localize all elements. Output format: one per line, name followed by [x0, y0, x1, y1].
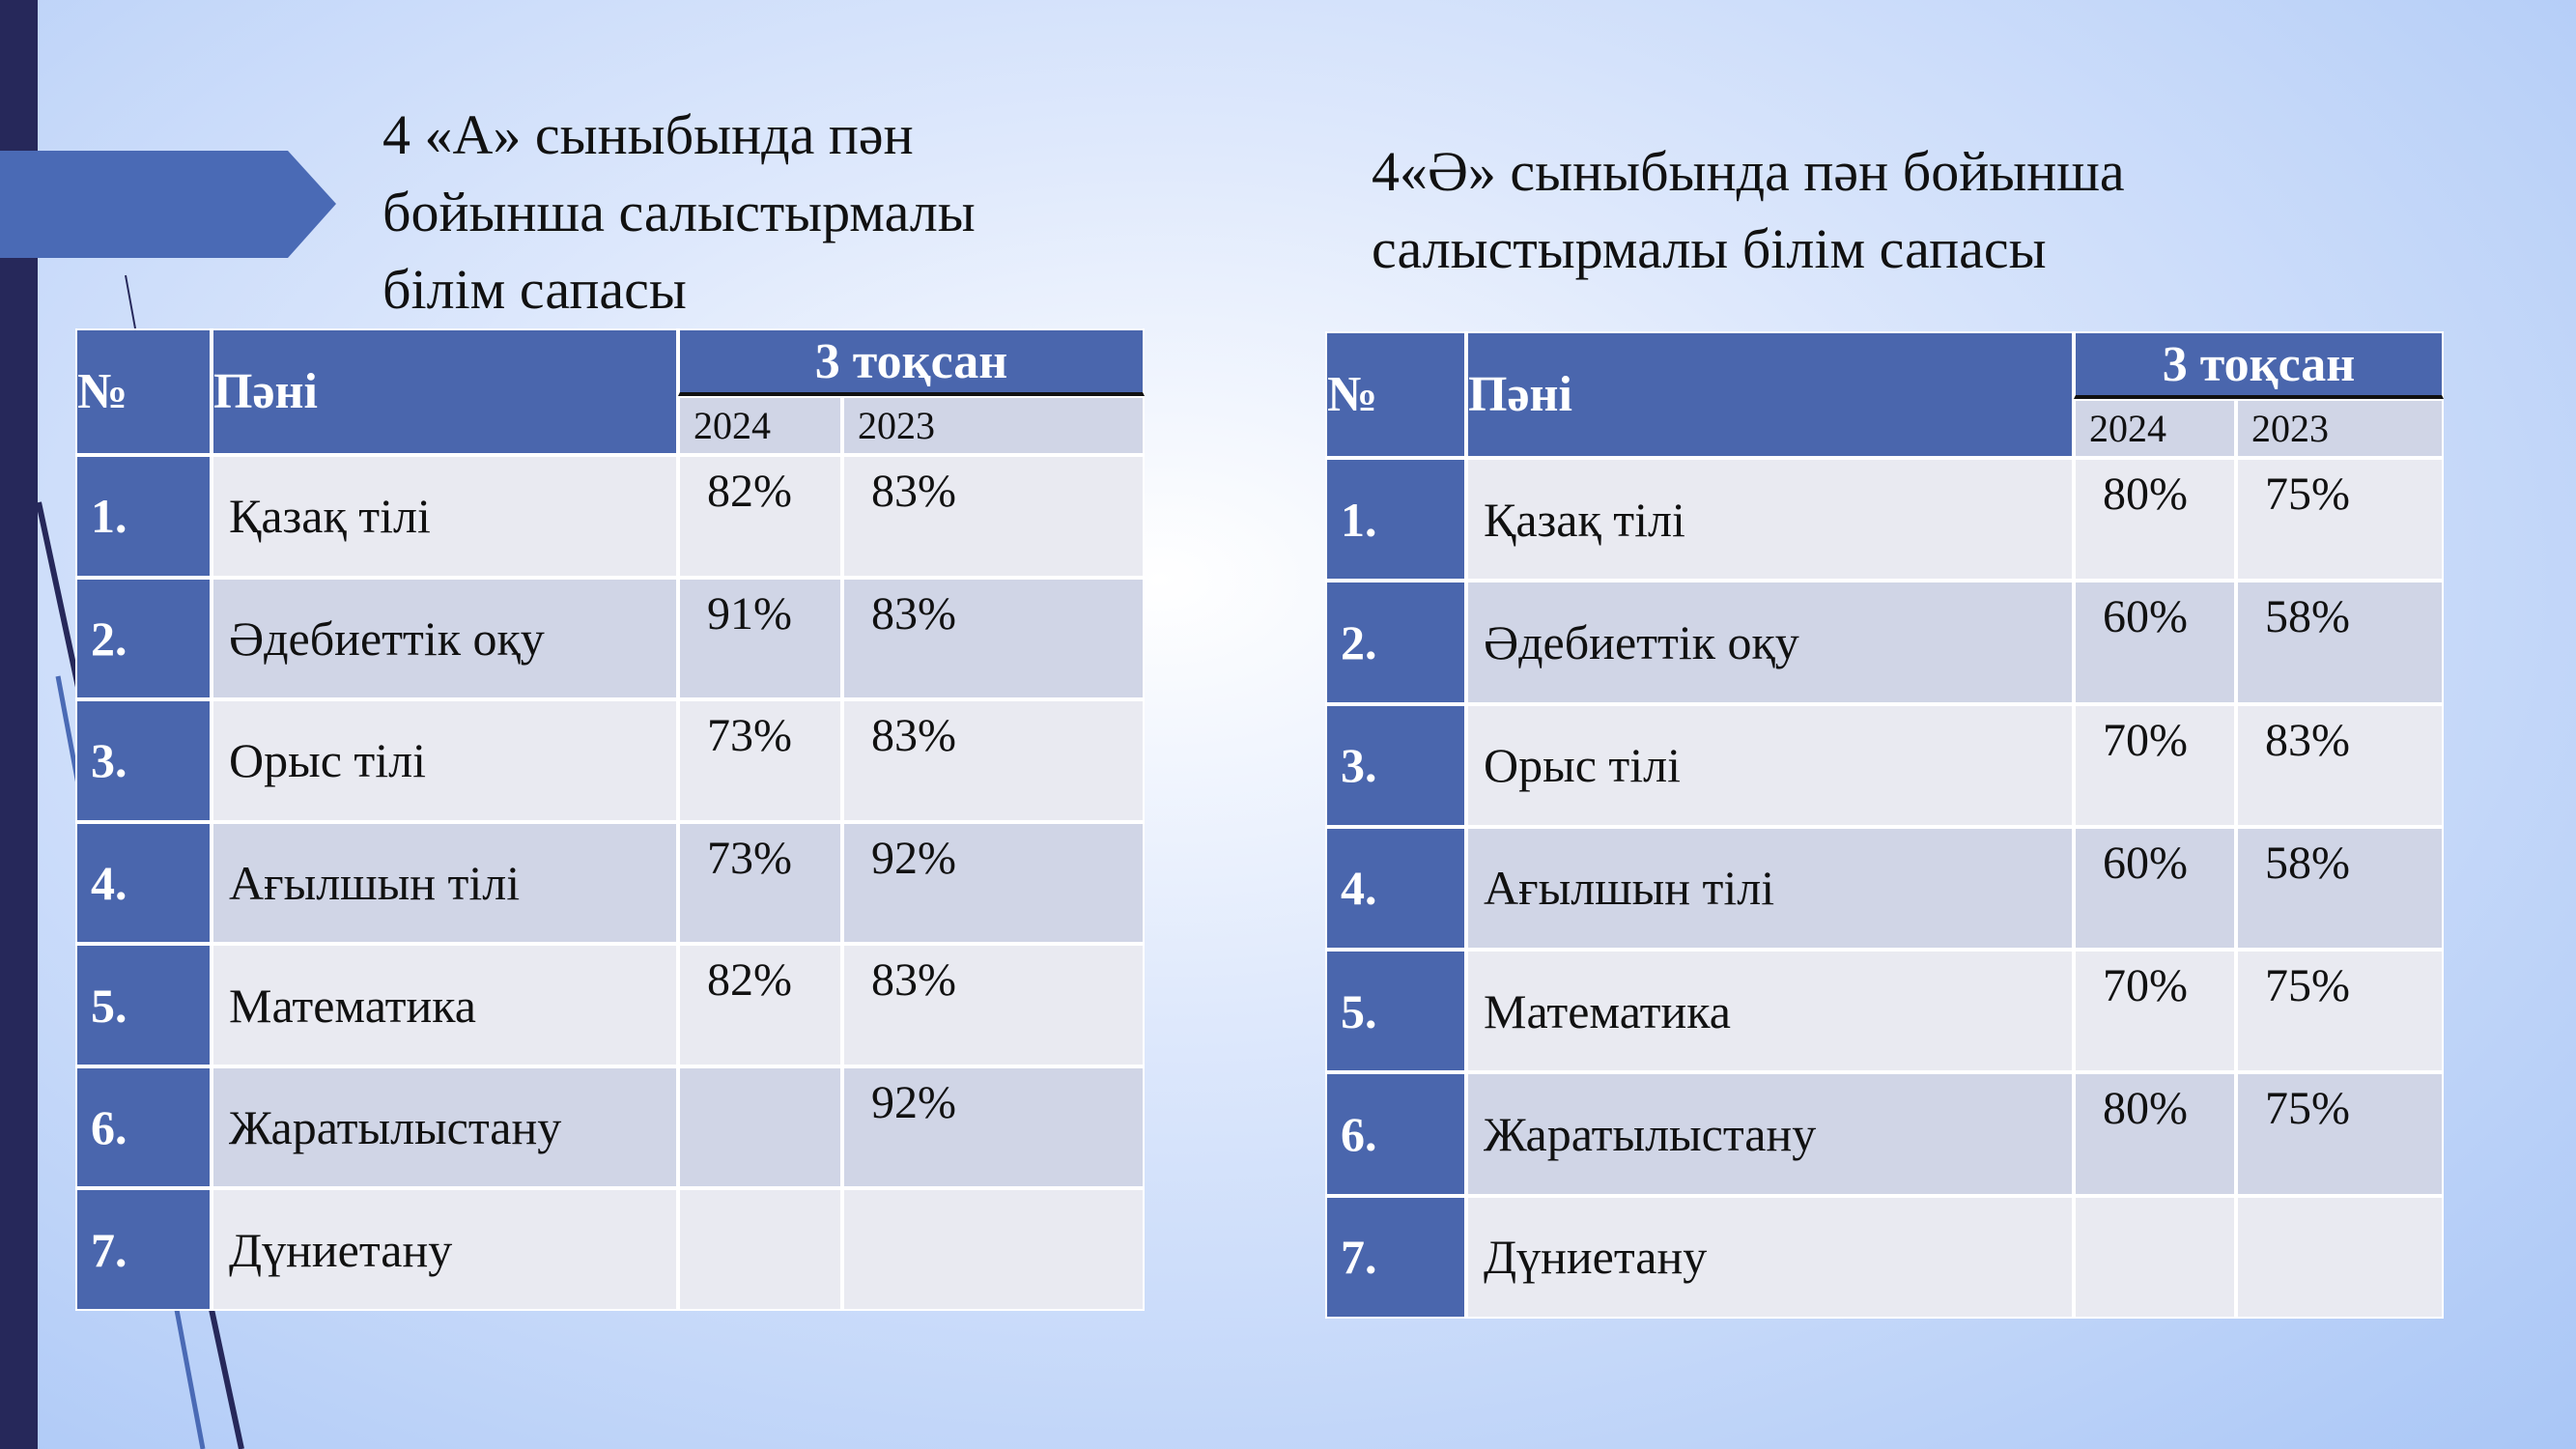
row-number: 1. [1325, 458, 1466, 582]
value-2024: 80% [2074, 458, 2236, 582]
header-subject: Пәні [212, 328, 678, 455]
subject: Орыс тілі [1466, 703, 2074, 827]
row-number: 6. [1325, 1072, 1466, 1196]
value-2024: 91% [678, 577, 842, 700]
value-2023: 58% [2236, 826, 2444, 951]
subject: Ағылшын тілі [1466, 826, 2074, 951]
value-2024 [678, 1065, 842, 1189]
value-2023: 83% [842, 699, 1145, 822]
value-2024 [678, 1188, 842, 1311]
subject: Қазақ тілі [1466, 458, 2074, 582]
subject: Әдебиеттік оқу [212, 577, 678, 700]
value-2023: 75% [2236, 950, 2444, 1073]
subject: Жаратылыстану [1466, 1072, 2074, 1196]
value-2023: 83% [2236, 703, 2444, 827]
value-2023: 58% [2236, 581, 2444, 704]
value-2024: 70% [2074, 950, 2236, 1073]
header-number: № [1325, 331, 1466, 458]
header-number: № [75, 328, 212, 455]
value-2024: 82% [678, 944, 842, 1066]
header-year: 2023 [2236, 399, 2444, 458]
row-number: 6. [75, 1065, 212, 1189]
value-2023 [842, 1188, 1145, 1311]
row-number: 4. [1325, 826, 1466, 951]
subject: Әдебиеттік оқу [1466, 581, 2074, 704]
value-2023: 83% [842, 577, 1145, 700]
value-2023: 92% [842, 1065, 1145, 1189]
value-2023: 75% [2236, 1072, 2444, 1196]
subject: Математика [1466, 950, 2074, 1073]
subject: Математика [212, 944, 678, 1066]
row-number: 7. [1325, 1195, 1466, 1319]
value-2023 [2236, 1195, 2444, 1319]
subject: Қазақ тілі [212, 455, 678, 578]
value-2024: 60% [2074, 826, 2236, 951]
row-number: 5. [1325, 950, 1466, 1073]
header-year: 2024 [678, 396, 842, 455]
value-2024: 70% [2074, 703, 2236, 827]
row-number: 3. [75, 699, 212, 822]
header-year: 2024 [2074, 399, 2236, 458]
subject: Жаратылыстану [212, 1065, 678, 1189]
row-number: 5. [75, 944, 212, 1066]
row-number: 7. [75, 1188, 212, 1311]
row-number: 3. [1325, 703, 1466, 827]
subject: Ағылшын тілі [212, 821, 678, 945]
value-2023: 83% [842, 944, 1145, 1066]
row-number: 1. [75, 455, 212, 578]
value-2024: 60% [2074, 581, 2236, 704]
row-number: 2. [75, 577, 212, 700]
right-title: 4«Ә» сыныбында пән бойынша салыстырмалы … [1372, 140, 2125, 280]
row-number: 2. [1325, 581, 1466, 704]
value-2023: 75% [2236, 458, 2444, 582]
value-2024: 73% [678, 821, 842, 945]
subject: Дүниетану [212, 1188, 678, 1311]
value-2024: 80% [2074, 1072, 2236, 1196]
left-title: 4 «А» сыныбында пән бойынша салыстырмалы… [382, 103, 976, 321]
header-year: 2023 [842, 396, 1145, 455]
value-2023: 92% [842, 821, 1145, 945]
header-period: 3 тоқсан [678, 328, 1145, 396]
value-2023: 83% [842, 455, 1145, 578]
header-subject: Пәні [1466, 331, 2074, 458]
subject: Дүниетану [1466, 1195, 2074, 1319]
value-2024: 73% [678, 699, 842, 822]
value-2024 [2074, 1195, 2236, 1319]
header-period: 3 тоқсан [2074, 331, 2444, 399]
row-number: 4. [75, 821, 212, 945]
subject: Орыс тілі [212, 699, 678, 822]
value-2024: 82% [678, 455, 842, 578]
